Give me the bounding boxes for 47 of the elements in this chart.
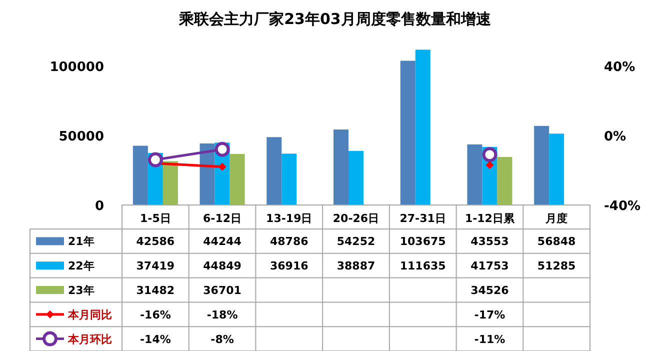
data-label: 37419 [136, 260, 175, 273]
data-label: 36701 [203, 284, 242, 297]
legend-label: 21年 [68, 235, 94, 248]
point [482, 147, 498, 162]
y2-tick-label: 0% [604, 129, 626, 144]
x-tick-label: 1-12日累 [464, 212, 516, 225]
x-tick-label: 27-31日 [400, 212, 446, 225]
point [214, 142, 230, 157]
y2-tick-label: -40% [604, 199, 641, 214]
data-label: 54252 [336, 235, 376, 248]
data-label: 34526 [470, 284, 510, 297]
legend-label: 本月环比 [67, 332, 112, 346]
x-tick-label: 13-19日 [266, 212, 312, 225]
data-label: 31482 [136, 284, 175, 297]
data-label: -14% [140, 332, 171, 346]
x-tick-label: 20-26日 [332, 212, 380, 225]
data-label: -8% [210, 332, 234, 346]
y2-tick-label: 40% [604, 60, 636, 75]
legend-label: 23年 [68, 284, 94, 297]
data-label: 42586 [136, 235, 175, 248]
chart-title: 乘联会主力厂家23年03月周度零售数量和增速 [178, 10, 492, 28]
data-label: 41753 [470, 260, 509, 273]
point [218, 162, 226, 171]
x-tick-label: 月度 [544, 212, 568, 225]
x-tick-label: 1-5日 [140, 212, 171, 225]
point [148, 152, 163, 168]
data-label: 44244 [203, 235, 242, 248]
data-label: 38887 [336, 260, 376, 273]
legend-label: 本月同比 [67, 308, 112, 322]
data-label: -17% [474, 308, 506, 322]
y-tick-label: 50000 [58, 129, 104, 144]
data-label: 36916 [270, 260, 309, 273]
data-label: -11% [474, 332, 506, 346]
data-label: 51285 [537, 260, 576, 273]
data-label: 111635 [400, 260, 446, 273]
data-label: -18% [206, 308, 238, 322]
data-label: 48786 [270, 235, 309, 248]
data-label: 44849 [203, 260, 242, 273]
y-tick-label: 100000 [50, 60, 104, 75]
data-label: 43553 [470, 235, 509, 248]
x-tick-label: 6-12日 [203, 212, 242, 225]
data-label: 103675 [400, 235, 446, 248]
y-tick-label: 0 [94, 199, 104, 214]
point [486, 161, 494, 169]
data-label: 56848 [537, 235, 576, 248]
legend-label: 22年 [68, 260, 94, 273]
data-label: -16% [140, 308, 171, 322]
